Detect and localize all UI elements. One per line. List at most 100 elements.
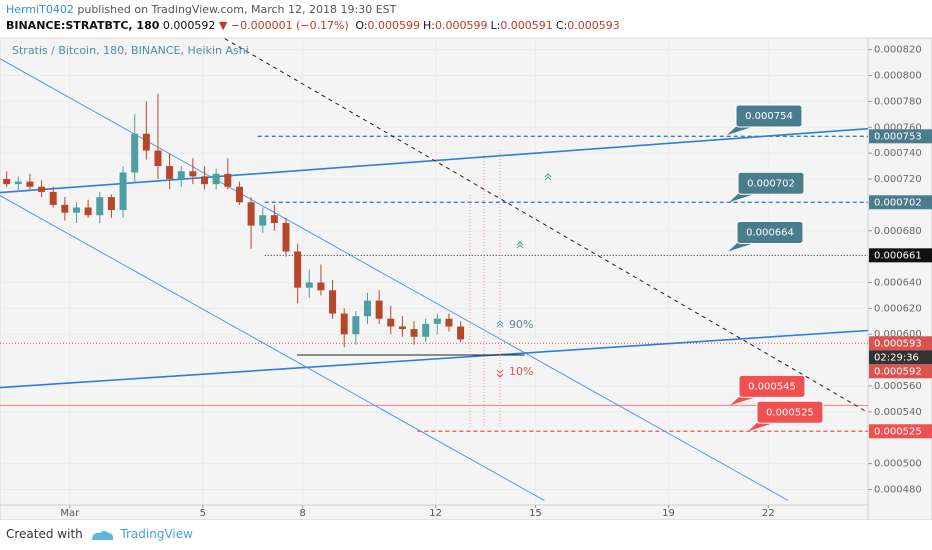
author[interactable]: HermiT0402 xyxy=(6,3,74,16)
y-tick-label: 0.000800 xyxy=(874,71,922,82)
footer-created: Created with xyxy=(6,527,83,541)
callout-box xyxy=(736,220,804,244)
candle-body xyxy=(107,197,115,211)
candle-body xyxy=(61,204,69,213)
candle-body xyxy=(154,150,162,167)
ohlc-label: L: xyxy=(490,19,501,32)
y-tick-label: 0.000540 xyxy=(874,407,922,418)
countdown: 02:29:36 xyxy=(874,352,919,363)
x-tick-label: 12 xyxy=(429,508,442,519)
price-label: 0.000661 xyxy=(874,250,922,261)
y-tick-label: 0.000780 xyxy=(874,96,922,107)
range-markers xyxy=(469,150,501,428)
candle-body xyxy=(410,329,418,337)
x-tick-label: 5 xyxy=(200,508,206,519)
candle-body xyxy=(305,282,313,288)
price-label-bg xyxy=(869,129,932,144)
y-tick-label: 0.000560 xyxy=(874,381,922,392)
y-tick-label: 0.000600 xyxy=(874,329,922,340)
candle-body xyxy=(340,313,348,335)
trend-line xyxy=(0,329,869,389)
candle-body xyxy=(433,318,441,324)
callout-label: 0.000754 xyxy=(745,111,793,122)
candle-body xyxy=(422,323,430,337)
price-label-bg xyxy=(869,424,932,439)
candle-body xyxy=(49,191,57,205)
footer: Created with TradingView xyxy=(6,527,193,542)
candle-body xyxy=(201,176,209,185)
callout-label: 0.000545 xyxy=(748,381,796,392)
y-tick-label: 0.000480 xyxy=(874,484,922,495)
candle-body xyxy=(72,207,80,213)
y-tick-label: 0.000760 xyxy=(874,122,922,133)
candle-body xyxy=(270,215,278,223)
time-axis-bg xyxy=(0,504,869,520)
candle-body xyxy=(119,172,127,211)
chart: 0.000820 0.000800 0.000780 0.000760 0.000740… xyxy=(0,37,932,520)
down-chevrons xyxy=(496,369,504,378)
callout-label: 0.000702 xyxy=(747,178,795,189)
price-label: 0.000753 xyxy=(874,131,922,142)
y-tick-label: 0.000680 xyxy=(874,226,922,237)
x-tick-label: 22 xyxy=(762,508,775,519)
x-tick-label: Mar xyxy=(60,508,80,519)
candle-body xyxy=(445,318,453,327)
candle-body xyxy=(375,300,383,319)
callout-box xyxy=(738,374,806,398)
candle-body xyxy=(189,171,197,177)
symbol: BINANCE:STRATBTC, 180 xyxy=(6,19,160,32)
candle-body xyxy=(259,215,267,226)
ohlc-value: 0.000599 xyxy=(434,19,488,32)
trend-line xyxy=(224,38,869,413)
down-percent: 10% xyxy=(509,365,533,378)
y-tick-label: 0.000620 xyxy=(874,303,922,314)
candle-body xyxy=(224,173,232,187)
candle-body xyxy=(131,133,139,173)
ohlc-value: 0.000599 xyxy=(367,19,420,32)
candle-body xyxy=(26,181,34,187)
header-line2: BINANCE:STRATBTC, 180 0.000592 ▼ −0.0000… xyxy=(6,19,620,32)
price-label-bg xyxy=(869,248,932,263)
candle-body xyxy=(247,202,255,226)
candle-body xyxy=(294,251,302,288)
ohlc-label: O: xyxy=(355,19,368,32)
callout-label: 0.000525 xyxy=(766,407,814,418)
countdown-bg xyxy=(869,350,932,365)
last-price: 0.000592 xyxy=(162,19,216,32)
change: −0.000001 (−0.17%) xyxy=(230,19,349,32)
price-label: 0.000525 xyxy=(874,426,922,437)
x-tick-label: 15 xyxy=(529,508,542,519)
ohlc-label: H: xyxy=(422,19,435,32)
price-label: 0.000702 xyxy=(874,197,922,208)
y-tick-label: 0.000820 xyxy=(874,45,922,56)
logo xyxy=(91,530,113,540)
price-label: 0.000593 xyxy=(874,338,922,349)
trend-line xyxy=(0,58,789,501)
candle-body xyxy=(329,290,337,314)
candle-body xyxy=(142,133,150,151)
y-tick-label: 0.000720 xyxy=(874,174,922,185)
x-tick-label: 19 xyxy=(662,508,675,519)
header-line1: HermiT0402 published on TradingView.com,… xyxy=(6,3,396,16)
candle-body xyxy=(363,300,371,317)
y-tick-label: 0.000500 xyxy=(874,459,922,470)
x-tick-label: 8 xyxy=(299,508,305,519)
candle-body xyxy=(177,171,185,180)
candle-body xyxy=(38,186,46,192)
y-tick-label: 0.000740 xyxy=(874,148,922,159)
chart-title: Stratis / Bitcoin, 180, BINANCE, Heikin … xyxy=(12,44,249,57)
candle-body xyxy=(457,326,465,340)
candle-body xyxy=(96,197,104,216)
price-axis-bg xyxy=(867,37,932,520)
y-tick-label: 0.000640 xyxy=(874,277,922,288)
footer-brand[interactable]: TradingView xyxy=(120,527,193,541)
last-price-label-bg xyxy=(869,364,932,379)
arrow: ▼ xyxy=(218,19,228,32)
callout-box xyxy=(735,104,803,128)
trend-line xyxy=(0,195,545,501)
candle-body xyxy=(352,316,360,335)
candle-body xyxy=(387,318,395,327)
ohlc-value: 0.000591 xyxy=(500,19,553,32)
published: published on TradingView.com, March 12, … xyxy=(77,3,397,16)
